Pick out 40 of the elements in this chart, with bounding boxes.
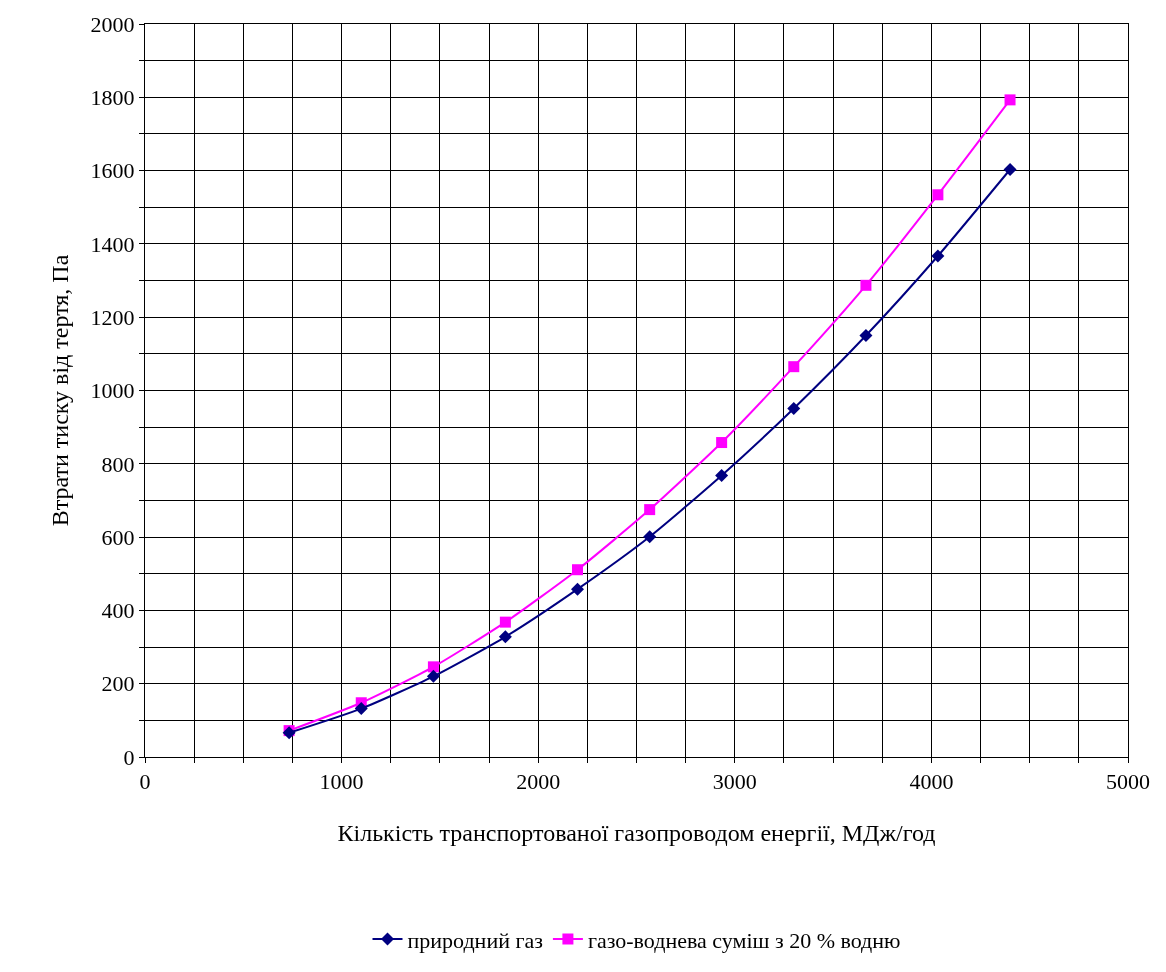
legend-label: газо-воднева суміш з 20 % водню — [587, 927, 901, 953]
x-tick-label: 5000 — [1106, 769, 1150, 795]
point — [571, 582, 585, 596]
y-tick-label: 1000 — [90, 378, 135, 404]
point — [931, 249, 945, 263]
point — [354, 702, 368, 716]
y-tick-label: 1200 — [90, 304, 135, 330]
y-tick-label: 1800 — [90, 85, 135, 110]
y-tick-label: 200 — [101, 671, 135, 697]
point — [426, 669, 440, 683]
point — [715, 469, 729, 483]
x-tick-label: 2000 — [516, 769, 561, 795]
point — [788, 361, 800, 373]
x-tick-label: 0 — [139, 769, 151, 795]
x-axis-title: Кількість транспортованої газопроводом енергії, МДж/год — [337, 819, 936, 846]
legend-label: природний газ — [407, 927, 543, 953]
point — [787, 401, 801, 415]
point — [1003, 163, 1017, 176]
y-tick-label: 600 — [101, 524, 135, 550]
point — [859, 329, 873, 343]
x-tick-label: 4000 — [909, 769, 954, 795]
x-tick-label: 3000 — [712, 769, 757, 795]
y-tick-label: 2000 — [90, 11, 135, 37]
point — [1004, 94, 1016, 106]
point — [860, 279, 872, 291]
x-tick-label: 1000 — [319, 769, 364, 795]
y-tick-label: 0 — [123, 744, 135, 770]
point — [643, 530, 657, 544]
point — [499, 616, 511, 628]
y-axis-title: Втрати тиску від тертя, Па — [46, 254, 73, 527]
y-tick-label: 1600 — [90, 158, 135, 184]
point — [716, 437, 728, 449]
point — [932, 189, 944, 201]
y-tick-label: 800 — [101, 451, 135, 477]
point — [644, 504, 656, 516]
point — [427, 661, 439, 673]
y-tick-label: 400 — [101, 598, 135, 624]
point — [572, 564, 584, 576]
point — [498, 630, 512, 644]
y-tick-label: 1400 — [90, 231, 135, 257]
